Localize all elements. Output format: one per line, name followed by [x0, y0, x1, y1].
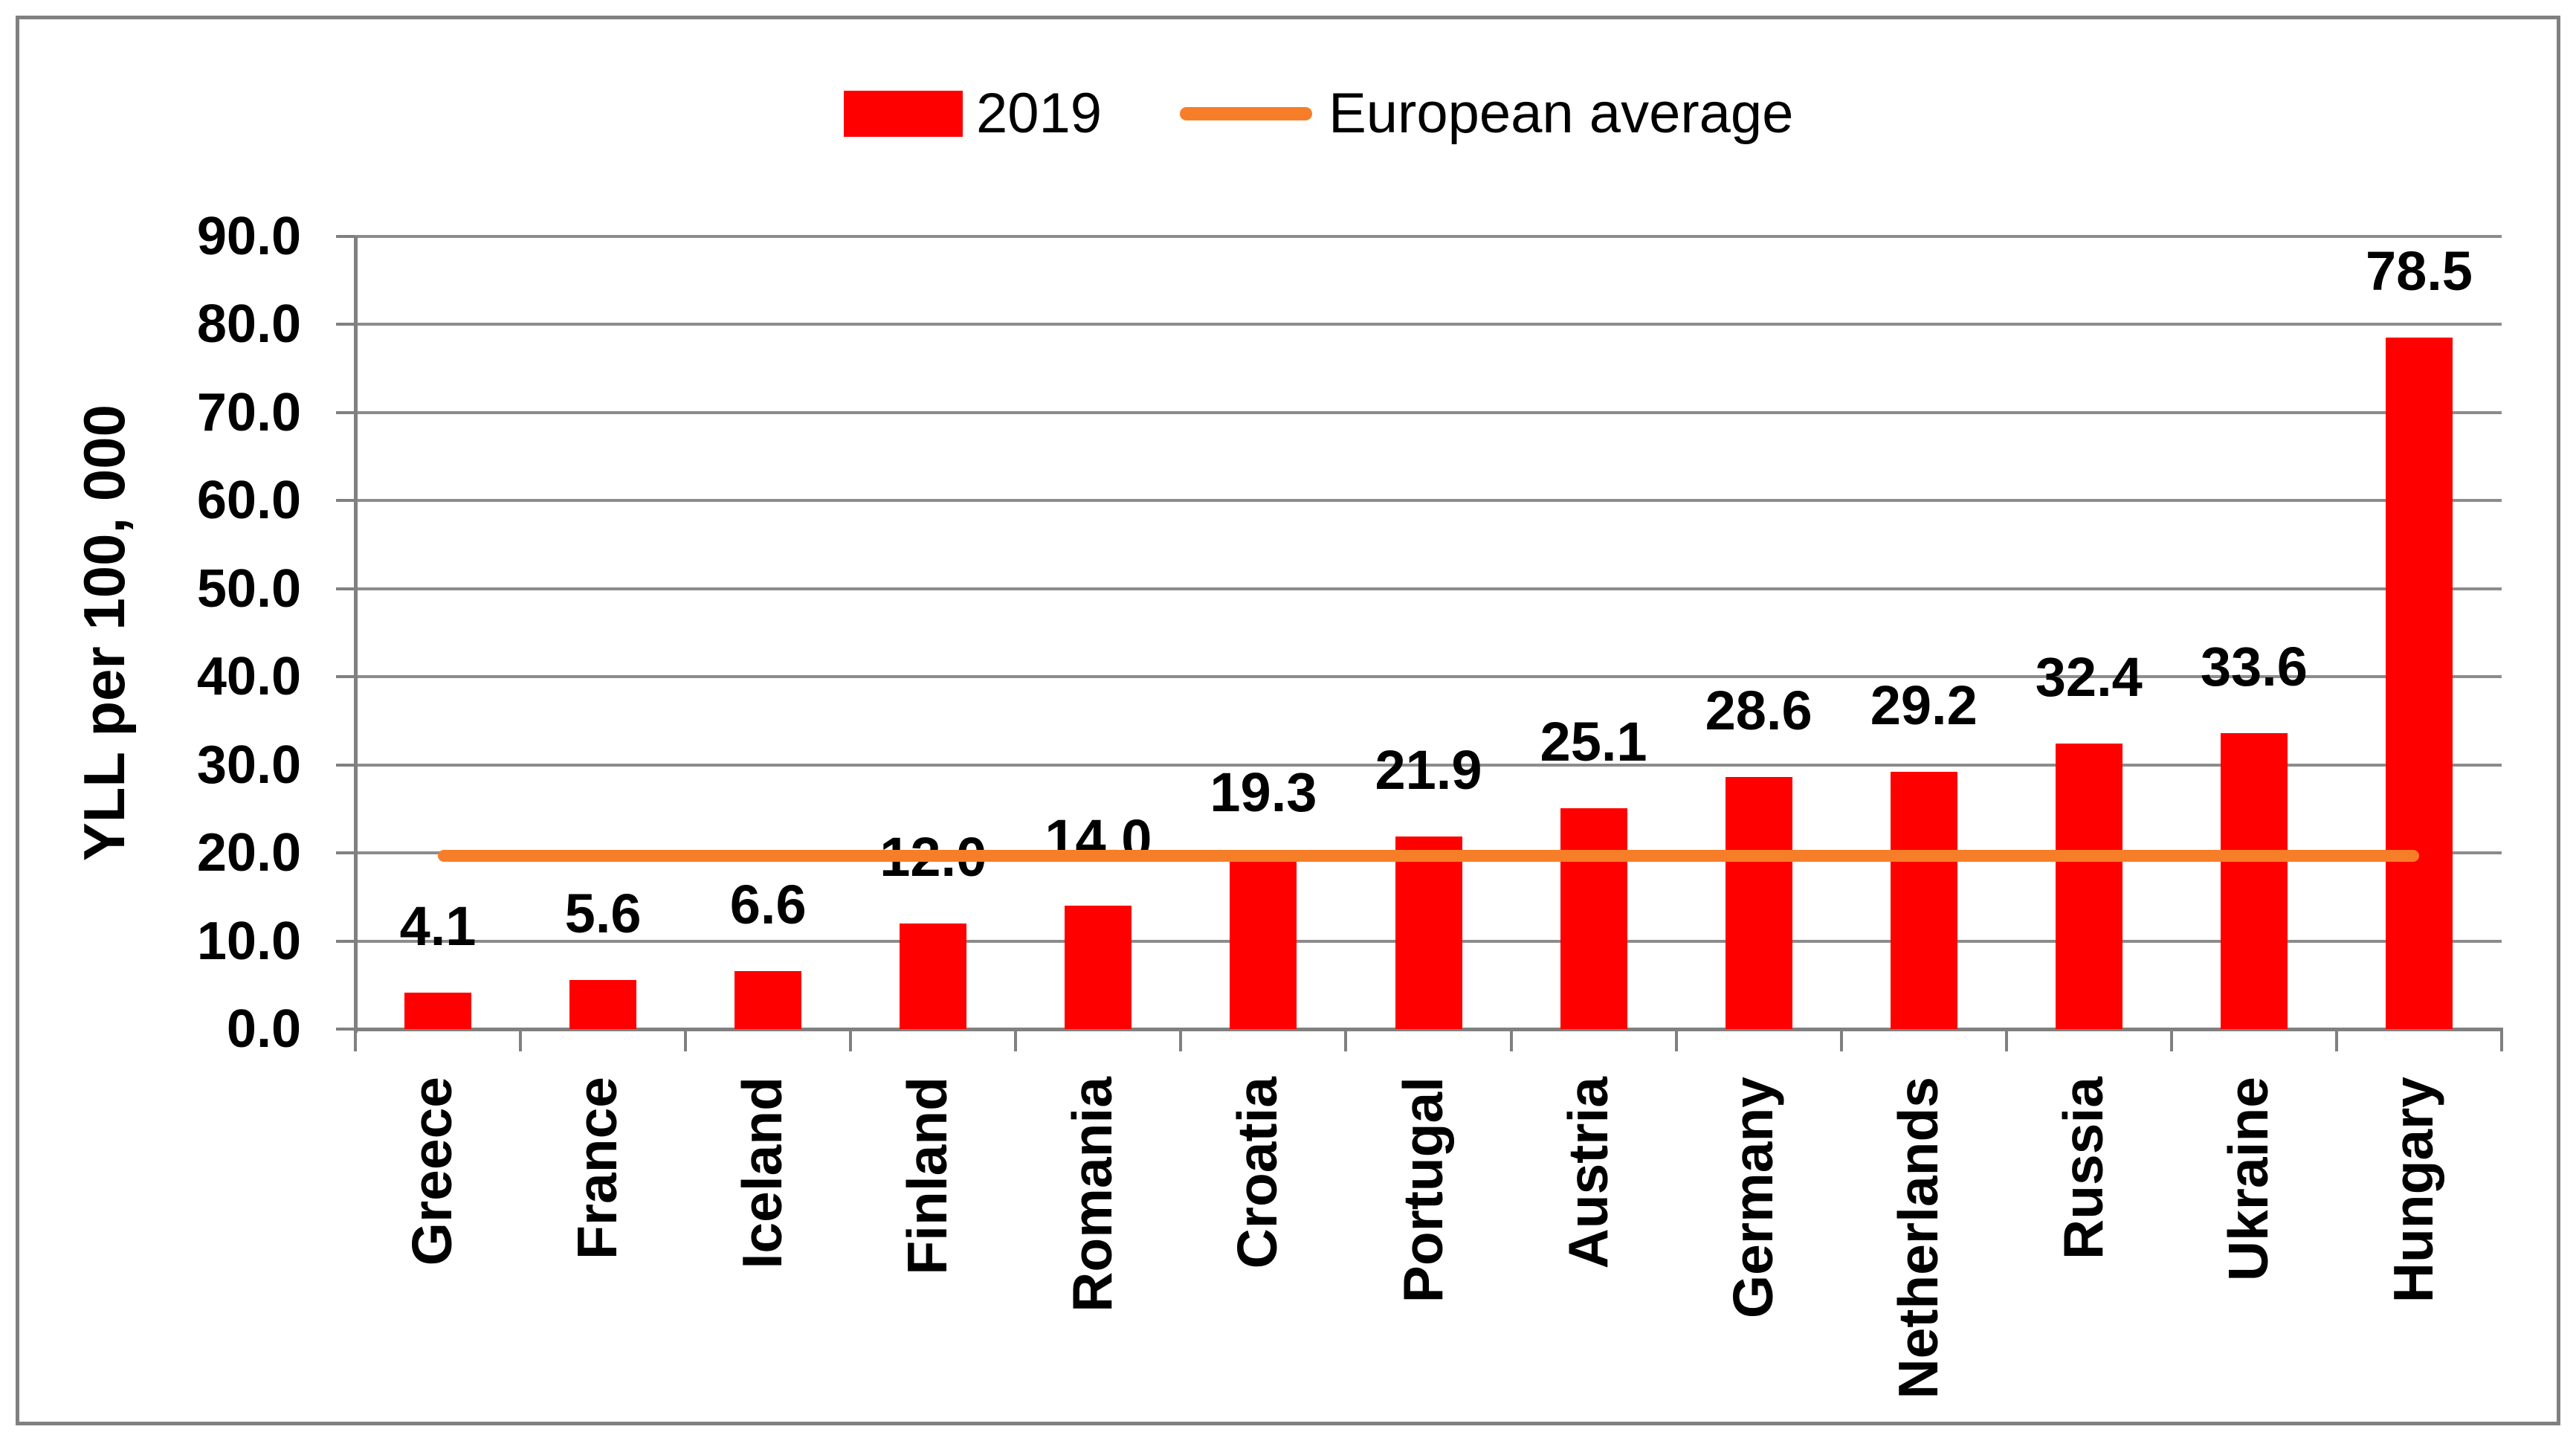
x-tick-3 — [849, 1029, 853, 1051]
legend-swatch-2019 — [844, 91, 963, 137]
gridline-90 — [355, 235, 2502, 238]
value-label-netherlands: 29.2 — [1870, 674, 1978, 737]
y-tick-90 — [336, 235, 355, 238]
legend-label-2019: 2019 — [976, 82, 1103, 145]
category-label-netherlands: Netherlands — [1886, 1077, 1949, 1399]
european-average-line — [438, 849, 2419, 862]
y-tick-label-50: 50.0 — [196, 558, 301, 619]
bar-greece — [404, 993, 472, 1029]
gridline-70 — [355, 410, 2502, 414]
bar-austria — [1560, 807, 1627, 1029]
chart-frame — [16, 16, 2560, 1425]
y-tick-label-30: 30.0 — [196, 735, 301, 795]
category-label-austria: Austria — [1556, 1077, 1619, 1269]
y-tick-10 — [336, 939, 355, 943]
y-tick-label-80: 80.0 — [196, 294, 301, 355]
bar-netherlands — [1890, 772, 1957, 1029]
category-label-france: France — [566, 1077, 629, 1260]
bar-hungary — [2385, 338, 2453, 1029]
gridline-60 — [355, 499, 2502, 503]
y-tick-40 — [336, 675, 355, 679]
x-tick-4 — [1014, 1029, 1018, 1051]
x-tick-12 — [2334, 1029, 2338, 1051]
value-label-austria: 25.1 — [1540, 710, 1647, 773]
bar-germany — [1725, 777, 1792, 1029]
y-tick-60 — [336, 499, 355, 503]
bar-finland — [900, 923, 967, 1029]
x-tick-8 — [1674, 1029, 1678, 1051]
y-axis-line — [354, 236, 358, 1033]
legend-label-european-average: European average — [1329, 82, 1794, 145]
y-tick-30 — [336, 763, 355, 767]
x-tick-7 — [1509, 1029, 1513, 1051]
bar-croatia — [1230, 859, 1297, 1029]
x-tick-0 — [354, 1029, 357, 1051]
category-label-finland: Finland — [896, 1077, 959, 1275]
gridline-50 — [355, 587, 2502, 590]
y-tick-50 — [336, 587, 355, 590]
category-label-hungary: Hungary — [2381, 1077, 2444, 1303]
x-tick-5 — [1179, 1029, 1183, 1051]
category-label-greece: Greece — [401, 1077, 464, 1266]
value-label-hungary: 78.5 — [2365, 240, 2473, 303]
bar-portugal — [1395, 836, 1462, 1029]
category-label-romania: Romania — [1061, 1077, 1124, 1312]
value-label-germany: 28.6 — [1705, 680, 1812, 742]
value-label-croatia: 19.3 — [1210, 761, 1317, 824]
legend-line-european-average — [1180, 107, 1313, 120]
x-tick-13 — [2500, 1029, 2503, 1051]
y-tick-70 — [336, 410, 355, 414]
x-tick-2 — [684, 1029, 688, 1051]
x-tick-10 — [2004, 1029, 2008, 1051]
x-tick-6 — [1344, 1029, 1348, 1051]
gridline-30 — [355, 763, 2502, 767]
y-tick-label-60: 60.0 — [196, 471, 301, 531]
category-label-portugal: Portugal — [1391, 1077, 1454, 1303]
bar-russia — [2055, 744, 2123, 1029]
category-label-iceland: Iceland — [731, 1077, 794, 1269]
category-label-ukraine: Ukraine — [2216, 1077, 2279, 1282]
y-tick-label-20: 20.0 — [196, 823, 301, 883]
bar-romania — [1065, 906, 1132, 1029]
bar-ukraine — [2220, 733, 2288, 1029]
y-tick-label-10: 10.0 — [196, 911, 301, 971]
bar-iceland — [735, 970, 802, 1029]
y-tick-label-90: 90.0 — [196, 207, 301, 266]
value-label-russia: 32.4 — [2035, 646, 2143, 709]
x-axis-line — [354, 1028, 2503, 1031]
x-tick-11 — [2169, 1029, 2173, 1051]
x-tick-1 — [519, 1029, 523, 1051]
y-tick-label-40: 40.0 — [196, 647, 301, 707]
y-tick-label-70: 70.0 — [196, 382, 301, 442]
value-label-greece: 4.1 — [399, 895, 477, 958]
value-label-portugal: 21.9 — [1375, 738, 1482, 801]
gridline-80 — [355, 323, 2502, 326]
y-tick-label-0: 0.0 — [226, 999, 301, 1059]
legend: 2019 European average — [844, 80, 1793, 147]
y-tick-0 — [336, 1028, 355, 1031]
value-label-france: 5.6 — [564, 882, 642, 944]
category-label-russia: Russia — [2051, 1077, 2114, 1260]
category-label-germany: Germany — [1721, 1077, 1784, 1319]
value-label-ukraine: 33.6 — [2200, 636, 2308, 698]
value-label-iceland: 6.6 — [729, 873, 807, 935]
y-tick-20 — [336, 851, 355, 855]
gridline-40 — [355, 675, 2502, 679]
y-tick-80 — [336, 323, 355, 326]
category-label-croatia: Croatia — [1226, 1077, 1289, 1269]
x-tick-9 — [1839, 1029, 1843, 1051]
bar-france — [569, 979, 637, 1029]
